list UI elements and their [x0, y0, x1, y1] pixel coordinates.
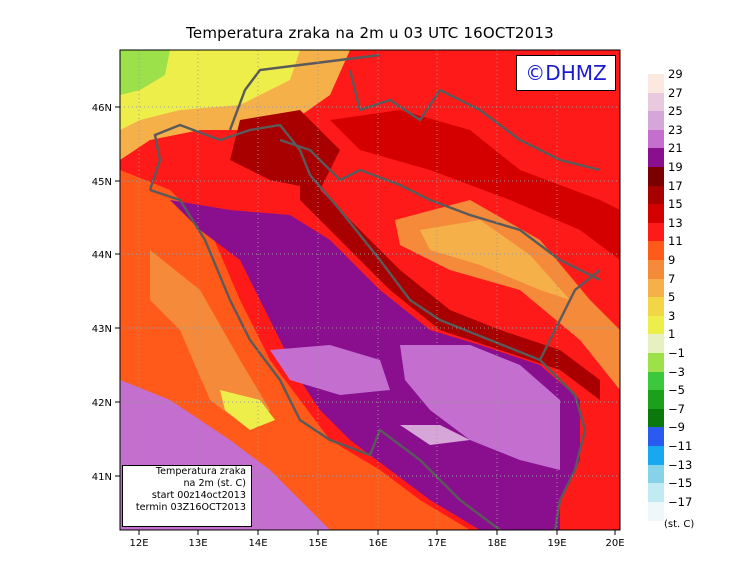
- colorbar-label: 9: [668, 253, 676, 267]
- lon-label-19e: 19E: [547, 538, 566, 549]
- lat-label-43n: 43N: [92, 324, 112, 335]
- info-box: Temperatura zraka na 2m (st. C) start 00…: [122, 465, 252, 527]
- colorbar-swatch: [648, 427, 664, 447]
- colorbar-label: 25: [668, 104, 683, 119]
- colorbar-label: −11: [668, 439, 693, 453]
- colorbar-swatch: [648, 148, 664, 168]
- colorbar-label: −1: [668, 346, 685, 360]
- colorbar-label: 21: [668, 141, 683, 156]
- colorbar-label: −7: [668, 401, 685, 416]
- lon-label-16e: 16E: [368, 538, 387, 549]
- colorbar-label: 7: [668, 271, 676, 286]
- colorbar-swatch: [648, 483, 664, 503]
- colorbar-unit: (st. C): [664, 519, 695, 530]
- map-title: Temperatura zraka na 2m u 03 UTC 16OCT20…: [186, 24, 554, 42]
- lon-label-12e: 12E: [129, 538, 148, 549]
- info-line-title: Temperatura zraka: [155, 466, 246, 477]
- colorbar-swatch: [648, 111, 664, 131]
- colorbar-swatch: [648, 204, 664, 224]
- colorbar-swatch: [648, 446, 664, 466]
- colorbar-swatch: [648, 185, 664, 205]
- colorbar-swatch: [648, 315, 664, 335]
- colorbar-swatch: [648, 408, 664, 428]
- colorbar-swatch: [648, 353, 664, 373]
- colorbar-label: 15: [668, 197, 683, 212]
- plot-frame: [119, 49, 621, 531]
- colorbar-label: 19: [668, 160, 683, 174]
- info-line-units: na 2m (st. C): [183, 478, 246, 489]
- lon-label-18e: 18E: [487, 538, 506, 549]
- colorbar-label: 3: [668, 308, 676, 323]
- lon-label-14e: 14E: [248, 538, 267, 549]
- dhmz-copyright-badge: ©DHMZ: [516, 55, 616, 91]
- colorbar-label: −3: [668, 364, 685, 379]
- colorbar-label: 17: [668, 178, 683, 193]
- colorbar-swatch: [648, 92, 664, 112]
- map-fill: [120, 50, 620, 530]
- colorbar-label: 29: [668, 67, 683, 81]
- lon-label-15e: 15E: [308, 538, 327, 549]
- colorbar-label: −5: [668, 383, 685, 398]
- colorbar-label: −13: [668, 457, 693, 472]
- colorbar-label: 5: [668, 290, 676, 305]
- colorbar-label: 13: [668, 215, 683, 230]
- colorbar-swatch: [648, 260, 664, 280]
- axis-ticks: [115, 106, 616, 535]
- colorbar-label: −17: [668, 494, 693, 509]
- grid-lines: [120, 50, 620, 530]
- colorbar-swatch: [648, 167, 664, 187]
- colorbar-label: 11: [668, 234, 683, 249]
- colorbar-swatch: [648, 390, 664, 410]
- info-line-start: start 00z14oct2013: [151, 490, 246, 501]
- lat-label-46n: 46N: [92, 103, 112, 114]
- lon-label-13e: 13E: [188, 538, 207, 549]
- colorbar-label: 1: [668, 327, 676, 342]
- colorbar-label: 27: [668, 85, 683, 100]
- colorbar-swatch: [648, 222, 664, 242]
- coastlines: [148, 53, 601, 530]
- colorbar-swatch: [648, 371, 664, 391]
- colorbar-swatch: [648, 278, 664, 298]
- colorbar-label: −15: [668, 476, 693, 491]
- info-line-termin: termin 03Z16OCT2013: [135, 502, 246, 513]
- colorbar-label: 23: [668, 122, 683, 137]
- lon-label-20e: 20E: [605, 538, 624, 549]
- lat-label-45n: 45N: [92, 177, 112, 188]
- colorbar-swatch: [648, 334, 664, 354]
- lat-label-44n: 44N: [92, 250, 112, 261]
- colorbar-swatch: [648, 297, 664, 317]
- colorbar-swatch: [648, 464, 664, 484]
- colorbar-swatch: [648, 129, 664, 149]
- colorbar-label: −9: [668, 420, 685, 435]
- lat-label-42n: 42N: [92, 398, 112, 409]
- colorbar-swatch: [648, 501, 664, 521]
- colorbar-swatch: [648, 74, 664, 94]
- lon-label-17e: 17E: [427, 538, 446, 549]
- lat-label-41n: 41N: [92, 472, 112, 483]
- colorbar-swatch: [648, 241, 664, 261]
